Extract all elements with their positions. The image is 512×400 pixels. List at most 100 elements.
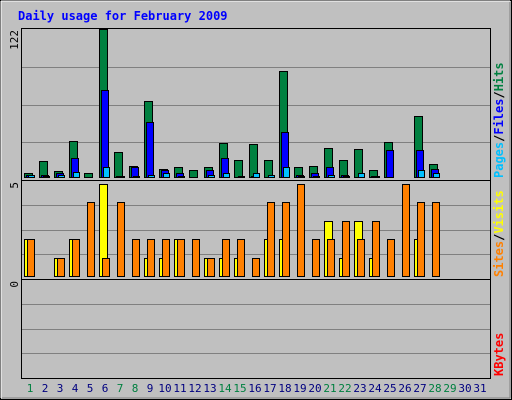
sites-bar (282, 202, 290, 277)
sites-bar (72, 239, 80, 277)
sites-bar (372, 221, 380, 277)
day-label: 31 (473, 382, 486, 395)
day-label: 26 (398, 382, 411, 395)
day-label: 3 (57, 382, 64, 395)
pages-bar (418, 170, 425, 178)
sites-bar (207, 258, 215, 277)
hits-bar (114, 152, 123, 178)
hits-bar (189, 170, 198, 178)
day-label: 8 (132, 382, 139, 395)
pages-bar (328, 175, 335, 178)
day-label: 25 (383, 382, 396, 395)
bottom-panel-ymax-label: 0 (8, 281, 21, 288)
day-label: 28 (428, 382, 441, 395)
legend-kbytes: KBytes (492, 333, 506, 376)
sites-bar (432, 202, 440, 277)
pages-bar (208, 175, 215, 178)
pages-bar (178, 176, 185, 178)
sites-bar (402, 184, 410, 277)
sites-bar (252, 258, 260, 277)
sites-bar (387, 239, 395, 277)
hits-bar (264, 160, 273, 178)
svg-text:Sites/Visits: Sites/Visits (492, 190, 506, 277)
hits-bar (84, 173, 93, 178)
pages-bar (43, 176, 50, 178)
day-label: 10 (158, 382, 171, 395)
pages-bar (358, 173, 365, 178)
pages-bar (343, 176, 350, 178)
pages-bar (373, 176, 380, 178)
legend-sites: Sites (492, 241, 506, 277)
sites-bar (132, 239, 140, 277)
bottom-panel-legend: KBytes (492, 333, 506, 376)
pages-bar (133, 176, 140, 178)
plot-frame (21, 28, 491, 379)
sites-bar (342, 221, 350, 277)
pages-bar (163, 173, 170, 178)
sites-bar (237, 239, 245, 277)
day-label: 21 (323, 382, 336, 395)
day-label: 1 (27, 382, 34, 395)
day-label: 12 (188, 382, 201, 395)
day-label: 15 (233, 382, 246, 395)
legend-pages: Pages (492, 142, 506, 178)
middle-panel-legend: Sites/Visits (492, 190, 506, 277)
pages-bar (283, 167, 290, 178)
legend-visits: Visits (492, 190, 506, 233)
day-label: 13 (203, 382, 216, 395)
sites-bar (27, 239, 35, 277)
day-label: 7 (117, 382, 124, 395)
pages-bar (298, 176, 305, 178)
top-panel-bars (24, 29, 440, 178)
files-bar (386, 150, 394, 178)
day-label: 2 (42, 382, 49, 395)
day-label: 30 (458, 382, 471, 395)
middle-panel-bars (24, 184, 440, 277)
sites-bar (162, 239, 170, 277)
pages-bar (58, 175, 65, 178)
hits-bar (234, 160, 243, 178)
pages-bar (433, 173, 440, 178)
sites-bar (147, 239, 155, 277)
svg-text:KBytes: KBytes (492, 333, 506, 376)
sites-bar (192, 239, 200, 277)
day-label: 14 (218, 382, 232, 395)
day-label: 19 (293, 382, 306, 395)
day-label: 9 (147, 382, 154, 395)
pages-bar (28, 175, 35, 178)
pages-bar (118, 176, 125, 178)
day-label: 11 (173, 382, 186, 395)
day-label: 16 (248, 382, 261, 395)
sites-bar (177, 239, 185, 277)
day-label: 6 (102, 382, 109, 395)
svg-text:Pages/Files/Hits: Pages/Files/Hits (492, 62, 506, 178)
day-label: 29 (443, 382, 456, 395)
legend-hits: Hits (492, 62, 506, 91)
pages-bar (238, 176, 245, 178)
pages-bar (268, 175, 275, 178)
day-label: 17 (263, 382, 276, 395)
sites-bar (312, 239, 320, 277)
day-label: 24 (368, 382, 382, 395)
day-label: 4 (72, 382, 79, 395)
sites-bar (297, 184, 305, 277)
day-label: 22 (338, 382, 351, 395)
pages-bar (313, 176, 320, 178)
sites-bar (117, 202, 125, 277)
legend-files: Files (492, 99, 506, 135)
chart-title: Daily usage for February 2009 (18, 9, 228, 23)
sites-bar (57, 258, 65, 277)
sites-bar (357, 239, 365, 277)
top-panel-legend: Pages/Files/Hits (492, 62, 506, 178)
sites-bar (87, 202, 95, 277)
sites-bar (417, 202, 425, 277)
pages-bar (148, 175, 155, 178)
sites-bar (102, 258, 110, 277)
hits-bar (339, 160, 348, 178)
files-bar (101, 90, 109, 178)
files-bar (146, 122, 154, 178)
pages-bar (103, 167, 110, 178)
sites-bar (327, 239, 335, 277)
